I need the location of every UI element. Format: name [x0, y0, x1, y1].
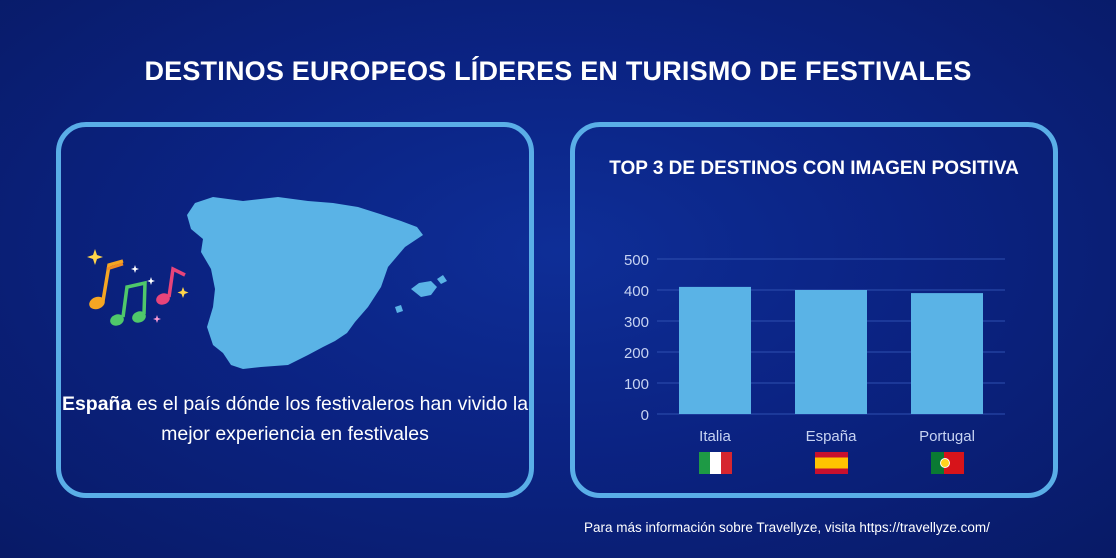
y-tick-label: 0: [641, 407, 649, 424]
description-text: es el país dónde los festivaleros han vi…: [131, 393, 529, 445]
page-title: DESTINOS EUROPEOS LÍDERES EN TURISMO DE …: [144, 56, 972, 86]
bar-españa: [795, 290, 867, 414]
bar-italia: [679, 286, 751, 414]
bar-portugal: [911, 293, 983, 414]
map-area: [83, 157, 503, 407]
x-tick-label: Italia: [699, 428, 731, 445]
spain-description: España es el país dónde los festivaleros…: [61, 389, 529, 449]
spain-panel: España es el país dónde los festivaleros…: [56, 122, 534, 498]
portugal-emblem-icon: [940, 458, 950, 468]
y-tick-label: 400: [624, 283, 649, 300]
italy-flag-icon: [699, 452, 732, 474]
y-tick-label: 300: [624, 314, 649, 331]
y-tick-label: 200: [624, 345, 649, 362]
spain-flag-icon: [815, 452, 848, 474]
highlight-country: España: [61, 393, 132, 415]
x-tick-label: Portugal: [919, 428, 975, 445]
footer-note: Para más información sobre Travellyze, v…: [584, 520, 990, 535]
spain-map-icon: [187, 197, 447, 369]
portugal-flag-icon: [931, 452, 964, 474]
chart-title: TOP 3 DE DESTINOS CON IMAGEN POSITIVA: [609, 158, 1019, 179]
y-tick-label: 100: [624, 376, 649, 393]
music-notes-icon: [87, 249, 189, 326]
chart-panel: TOP 3 DE DESTINOS CON IMAGEN POSITIVA 50…: [570, 122, 1058, 498]
y-tick-label: 500: [624, 252, 649, 269]
x-tick-label: España: [806, 428, 858, 445]
bar-chart: 500 400 300 200 100 0 Italia España Portugal: [624, 252, 1005, 445]
